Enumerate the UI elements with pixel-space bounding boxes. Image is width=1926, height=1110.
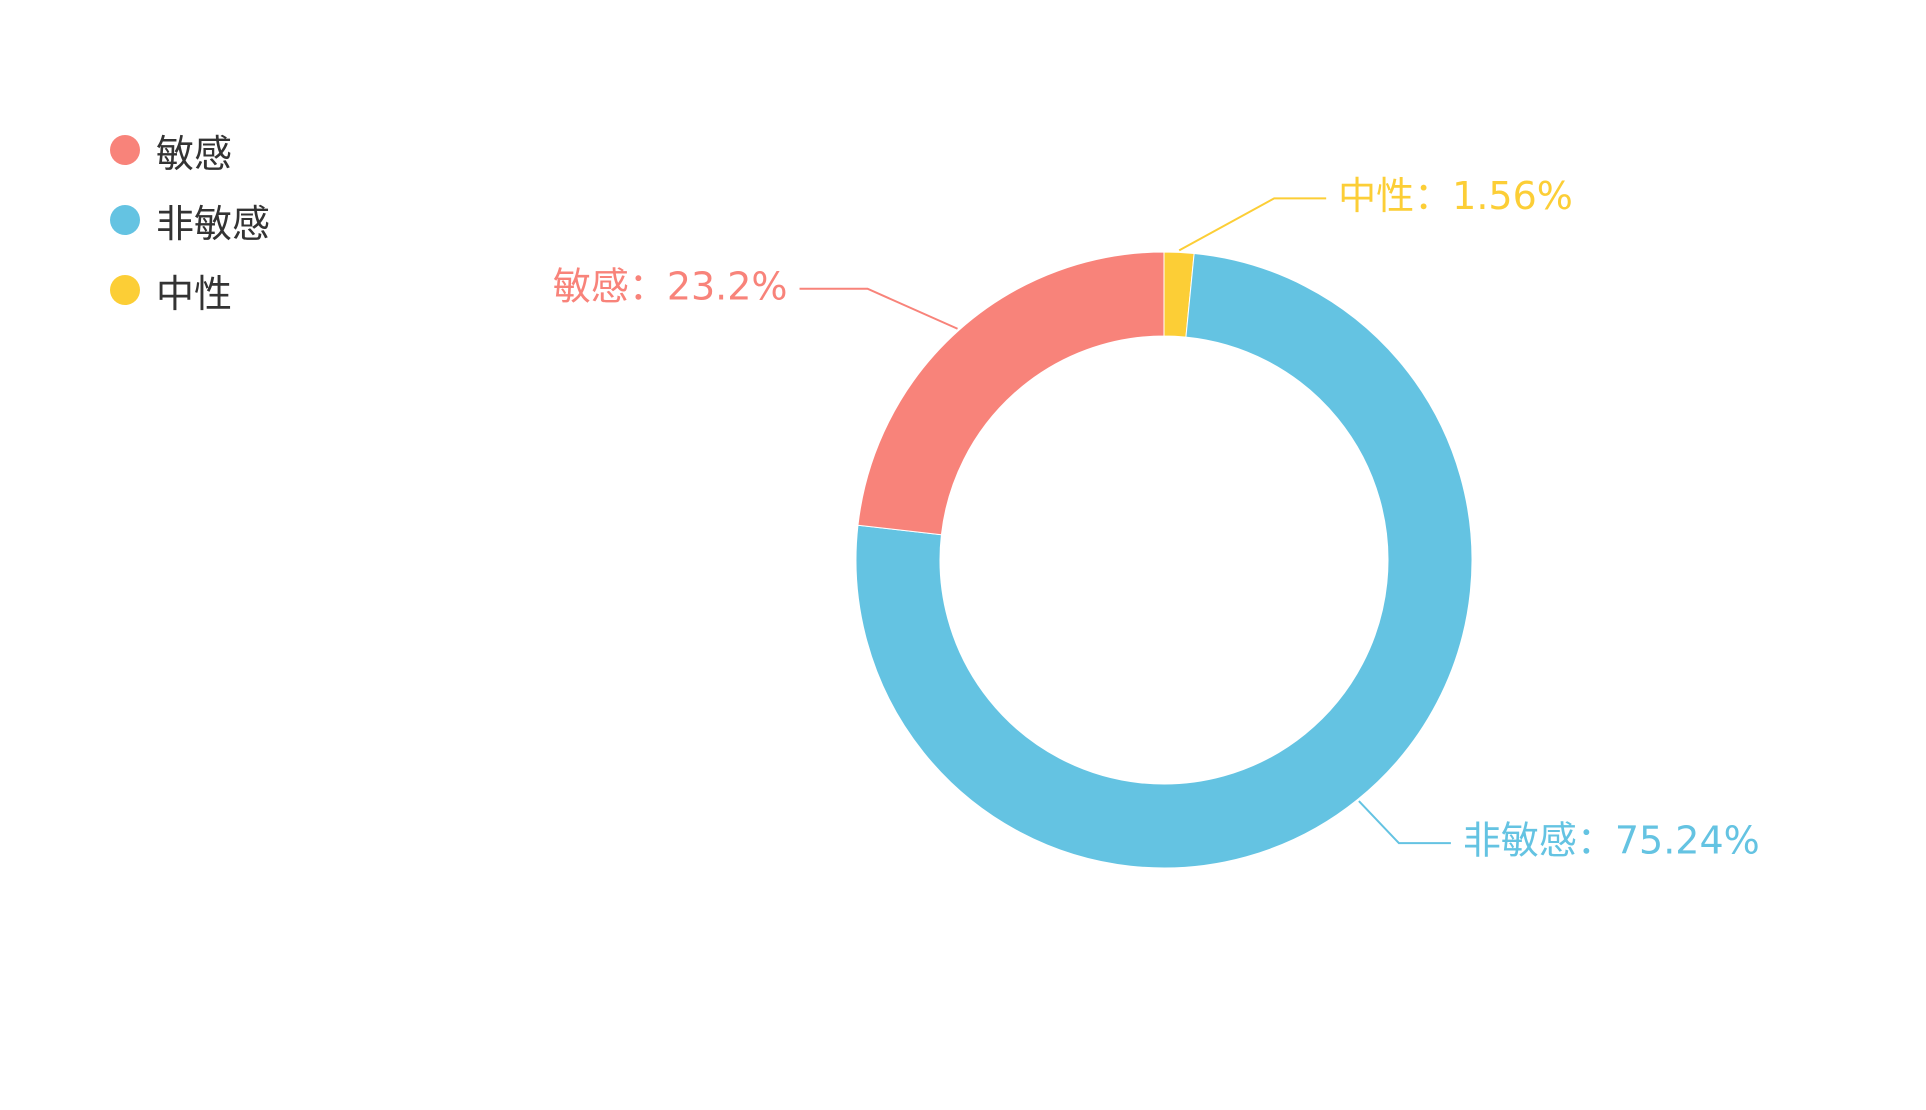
legend-label-non-sensitive: 非敏感 xyxy=(156,201,271,246)
label-neutral: 中性：1.56% xyxy=(1338,174,1573,218)
leader-sensitive xyxy=(799,287,958,330)
legend-dot-non-sensitive xyxy=(110,205,140,235)
legend-label-sensitive: 敏感 xyxy=(156,131,233,176)
legend-dot-sensitive xyxy=(110,135,140,165)
legend-item-neutral[interactable]: 中性 xyxy=(110,255,270,325)
legend-label-neutral: 中性 xyxy=(156,271,233,316)
leader-non-sensitive xyxy=(1358,800,1451,845)
leader-neutral xyxy=(1178,197,1327,252)
chart-legend: 敏感 非敏感 中性 xyxy=(110,115,270,325)
slice-non-sensitive[interactable] xyxy=(855,252,1473,869)
legend-item-sensitive[interactable]: 敏感 xyxy=(110,115,270,185)
legend-item-non-sensitive[interactable]: 非敏感 xyxy=(110,185,270,255)
label-non-sensitive: 非敏感：75.24% xyxy=(1463,819,1760,863)
legend-dot-neutral xyxy=(110,275,140,305)
label-sensitive: 敏感：23.2% xyxy=(553,264,788,308)
slice-sensitive[interactable] xyxy=(857,251,1165,536)
